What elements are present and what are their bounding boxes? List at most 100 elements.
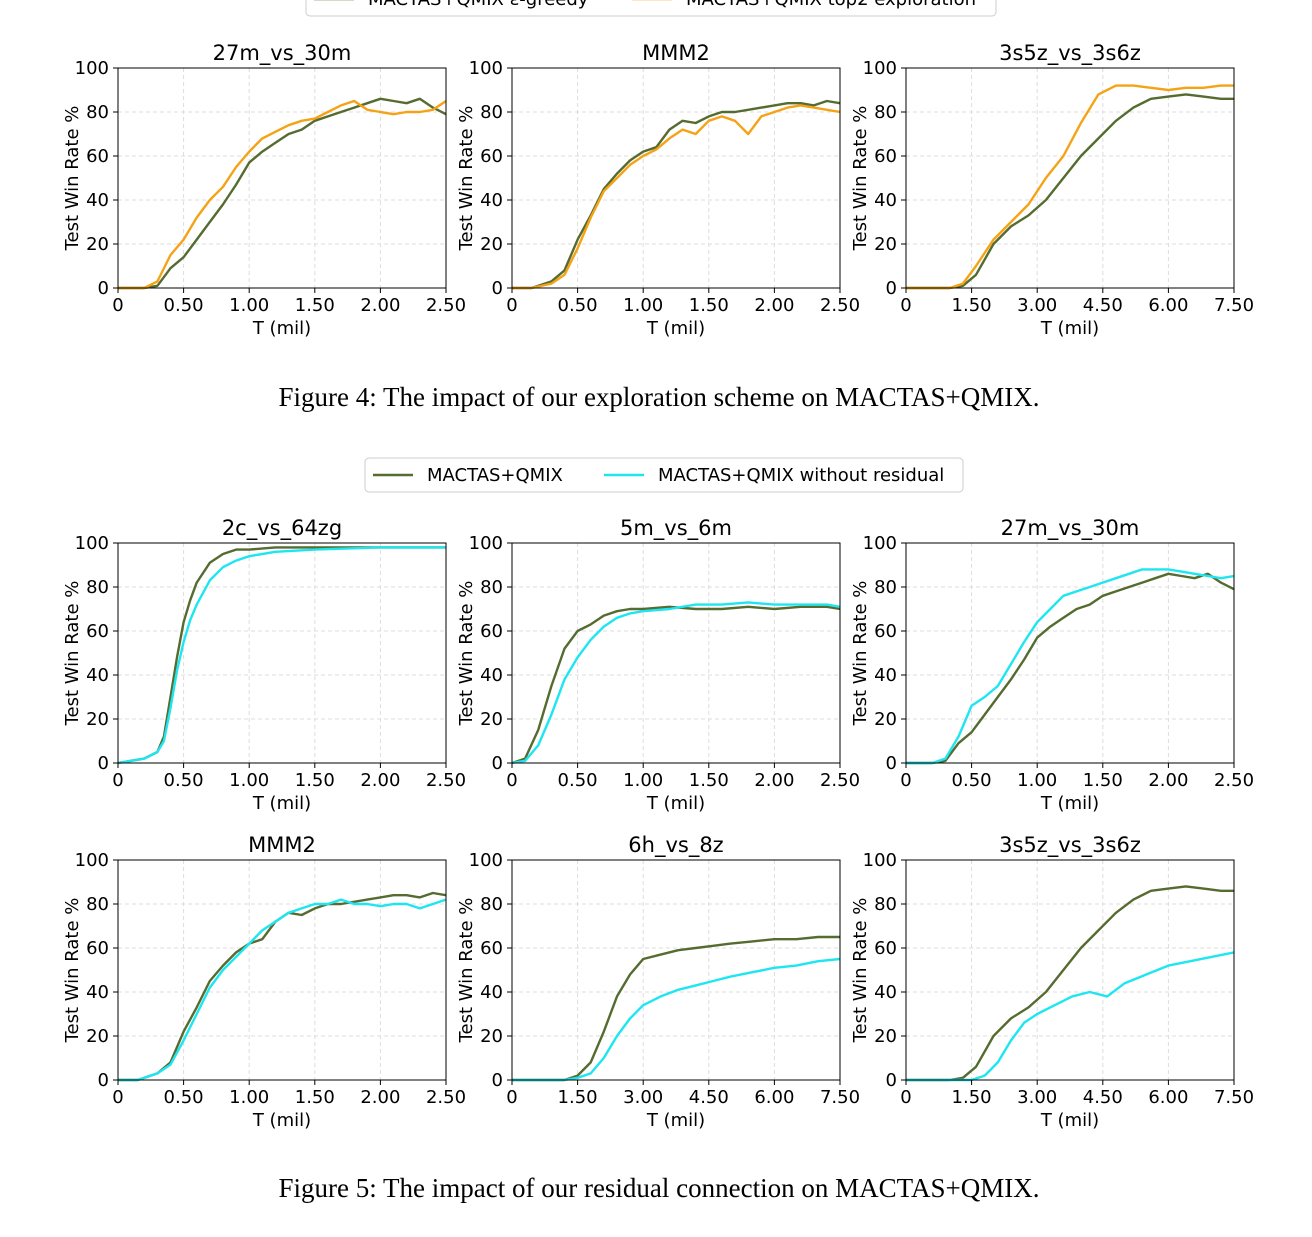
x-axis-label: T (mil) xyxy=(1040,318,1099,339)
y-tick-label: 80 xyxy=(86,894,109,915)
plot-frame xyxy=(905,67,1235,289)
x-tick-label: 0 xyxy=(506,295,517,316)
y-tick-label: 0 xyxy=(492,753,503,774)
plot-frame xyxy=(905,542,1235,764)
series-line-0 xyxy=(118,891,446,1082)
x-tick-label: 2.50 xyxy=(820,295,860,316)
x-tick-label: 3.00 xyxy=(623,1087,663,1108)
chart-title: MMM2 xyxy=(642,41,710,65)
x-tick-label: 0.50 xyxy=(558,295,598,316)
y-tick-label: 80 xyxy=(480,577,503,598)
y-tick-label: 80 xyxy=(874,102,897,123)
chart-title: 6h_vs_8z xyxy=(628,833,723,858)
x-tick-label: 0.50 xyxy=(952,770,992,791)
x-axis-label: T (mil) xyxy=(1040,1110,1099,1131)
y-tick-label: 40 xyxy=(874,190,897,211)
panels-figure4: 0 0.50 1.00 1.50 2.00 2.50 0 20 40 60 80 100 T (mil)… xyxy=(62,41,1254,339)
x-tick-label: 2.00 xyxy=(360,1087,400,1108)
y-tick-label: 40 xyxy=(874,982,897,1003)
y-tick-label: 80 xyxy=(480,894,503,915)
series-line-0 xyxy=(512,605,840,765)
y-tick-label: 0 xyxy=(886,1070,897,1091)
y-tick-label: 60 xyxy=(86,938,109,959)
y-tick-label: 40 xyxy=(86,665,109,686)
x-tick-label: 1.50 xyxy=(1083,770,1123,791)
x-tick-label: 1.50 xyxy=(689,295,729,316)
chart-panel-2: 0 1.50 3.00 4.50 6.00 7.50 0 20 40 60 80 100 T (mil)… xyxy=(850,41,1254,339)
x-tick-label: 0 xyxy=(506,770,517,791)
series-line-1 xyxy=(118,546,446,765)
x-axis-label: T (mil) xyxy=(646,318,705,339)
x-tick-label: 6.00 xyxy=(1148,1087,1188,1108)
legend-label: MACTAS+QMIX without residual xyxy=(658,465,944,486)
y-tick-label: 60 xyxy=(874,146,897,167)
series-line-1 xyxy=(906,568,1234,765)
x-tick-label: 7.50 xyxy=(820,1087,860,1108)
y-tick-label: 60 xyxy=(480,146,503,167)
x-tick-label: 7.50 xyxy=(1214,295,1254,316)
y-axis-label: Test Win Rate % xyxy=(62,106,83,252)
series-line-0 xyxy=(118,546,446,765)
y-axis-label: Test Win Rate % xyxy=(850,581,871,727)
x-tick-label: 1.00 xyxy=(623,295,663,316)
y-tick-label: 80 xyxy=(86,577,109,598)
y-tick-label: 0 xyxy=(492,1070,503,1091)
legend-label: MACTAS+QMIX xyxy=(427,465,563,486)
chart-title: 5m_vs_6m xyxy=(620,516,732,541)
x-tick-label: 1.00 xyxy=(1017,770,1057,791)
x-axis-label: T (mil) xyxy=(646,793,705,814)
y-axis-label: Test Win Rate % xyxy=(850,106,871,252)
x-tick-label: 6.00 xyxy=(1148,295,1188,316)
chart-panel-3: 0 0.50 1.00 1.50 2.00 2.50 0 20 40 60 80 100 T (mil)… xyxy=(62,516,466,814)
x-axis-label: T (mil) xyxy=(252,1110,311,1131)
plot-frame xyxy=(511,859,841,1081)
chart-title: MMM2 xyxy=(248,833,316,857)
caption-figure5: Figure 5: The impact of our residual con… xyxy=(279,1173,1040,1203)
chart-panel-4: 0 0.50 1.00 1.50 2.00 2.50 0 20 40 60 80 100 T (mil)… xyxy=(456,516,860,814)
x-tick-label: 1.00 xyxy=(229,295,269,316)
x-tick-label: 4.50 xyxy=(1083,295,1123,316)
y-tick-label: 80 xyxy=(86,102,109,123)
caption-figure4: Figure 4: The impact of our exploration … xyxy=(279,382,1040,412)
x-tick-label: 2.50 xyxy=(820,770,860,791)
y-tick-label: 20 xyxy=(480,234,503,255)
x-axis-label: T (mil) xyxy=(252,318,311,339)
x-tick-label: 0.50 xyxy=(164,295,204,316)
y-tick-label: 100 xyxy=(863,850,897,871)
x-tick-label: 1.50 xyxy=(952,1087,992,1108)
y-tick-label: 20 xyxy=(86,709,109,730)
chart-panel-8: 0 1.50 3.00 4.50 6.00 7.50 0 20 40 60 80 100 T (mil)… xyxy=(850,833,1254,1131)
x-axis-label: T (mil) xyxy=(1040,793,1099,814)
series-line-0 xyxy=(512,935,840,1082)
x-tick-label: 1.50 xyxy=(295,770,335,791)
series-line-1 xyxy=(118,99,446,290)
x-tick-label: 2.50 xyxy=(1214,770,1254,791)
chart-panel-5: 0 0.50 1.00 1.50 2.00 2.50 0 20 40 60 80 100 T (mil)… xyxy=(850,516,1254,814)
y-tick-label: 60 xyxy=(480,938,503,959)
y-tick-label: 20 xyxy=(874,709,897,730)
x-tick-label: 7.50 xyxy=(1214,1087,1254,1108)
y-tick-label: 0 xyxy=(886,753,897,774)
plot-frame xyxy=(117,542,447,764)
x-tick-label: 0 xyxy=(112,1087,123,1108)
legend-figure4: MACTAS+QMIX ε-greedy MACTAS+QMIX top2 exp… xyxy=(305,0,997,17)
chart-title: 2c_vs_64zg xyxy=(222,516,342,541)
legend-label: MACTAS+QMIX ε-greedy xyxy=(368,0,589,10)
chart-panel-0: 0 0.50 1.00 1.50 2.00 2.50 0 20 40 60 80 100 T (mil)… xyxy=(62,41,466,339)
y-tick-label: 100 xyxy=(469,533,503,554)
legend-box xyxy=(364,457,964,493)
y-axis-label: Test Win Rate % xyxy=(62,898,83,1044)
y-tick-label: 100 xyxy=(469,58,503,79)
y-tick-label: 40 xyxy=(86,982,109,1003)
chart-title: 3s5z_vs_3s6z xyxy=(999,41,1141,66)
chart-panel-7: 0 1.50 3.00 4.50 6.00 7.50 0 20 40 60 80 100 T (mil)… xyxy=(456,833,860,1131)
y-tick-label: 100 xyxy=(469,850,503,871)
y-axis-label: Test Win Rate % xyxy=(456,106,477,252)
chart-title: 27m_vs_30m xyxy=(213,41,352,66)
y-tick-label: 100 xyxy=(75,850,109,871)
y-tick-label: 100 xyxy=(863,58,897,79)
y-tick-label: 60 xyxy=(480,621,503,642)
series-line-0 xyxy=(906,93,1234,290)
y-tick-label: 20 xyxy=(874,1026,897,1047)
